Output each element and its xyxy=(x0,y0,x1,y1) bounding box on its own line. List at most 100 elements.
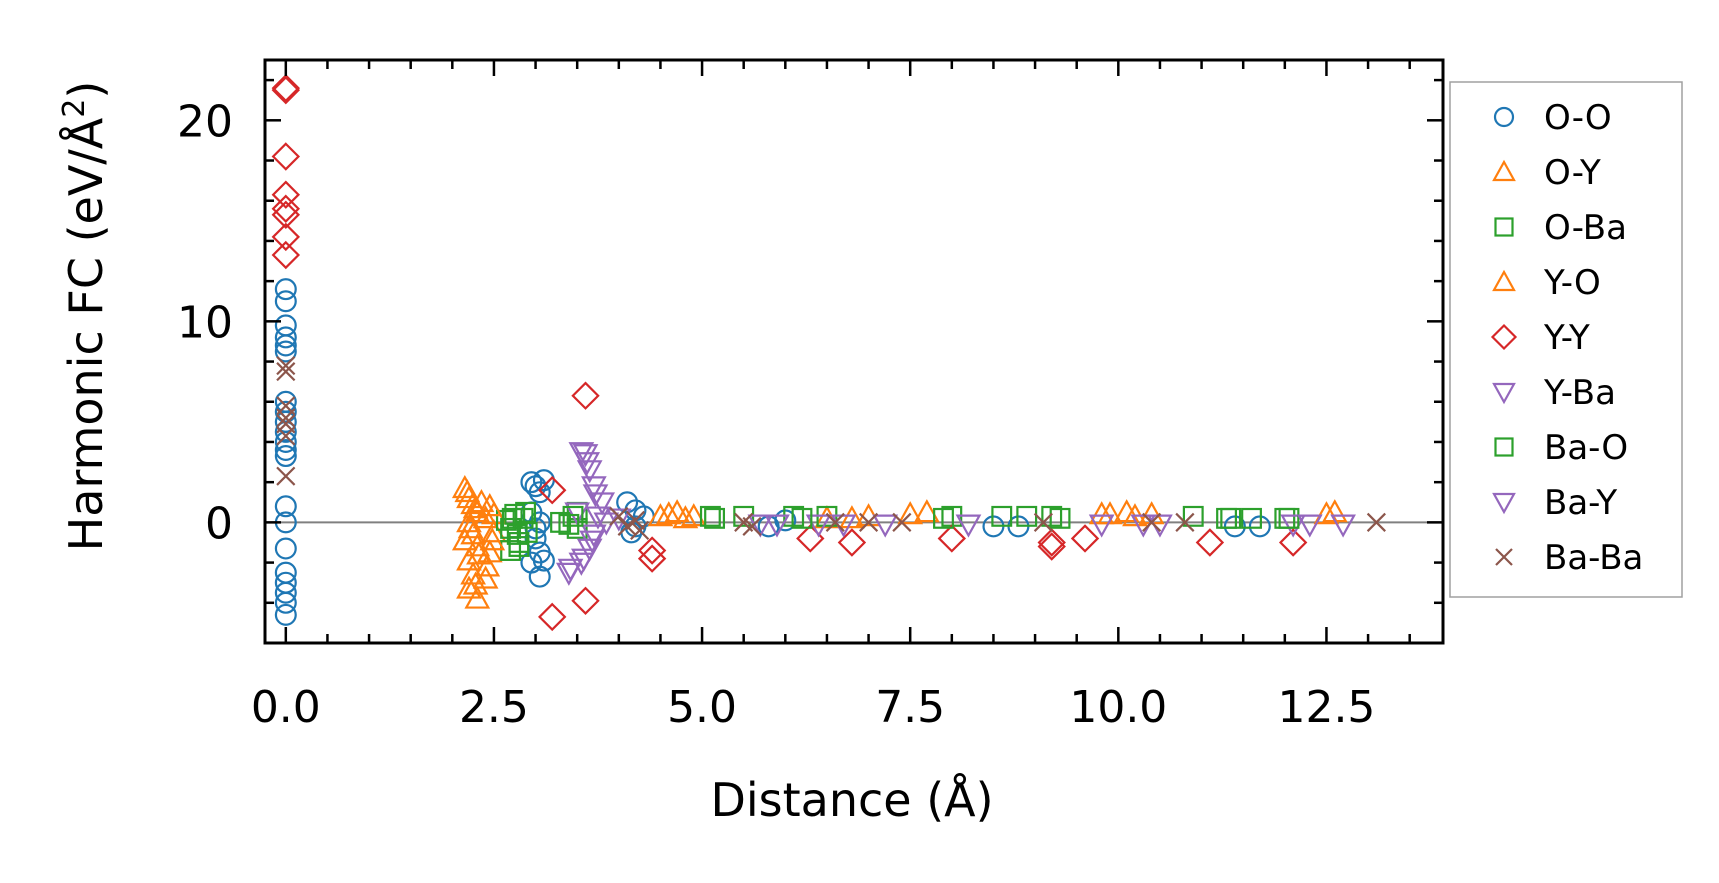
data-point xyxy=(462,571,489,595)
data-point xyxy=(580,524,607,548)
legend-item: Ba-Ba xyxy=(1495,538,1643,578)
data-point xyxy=(274,445,297,468)
data-point xyxy=(1278,528,1308,557)
legend-marker xyxy=(1493,106,1515,128)
data-point xyxy=(274,439,297,462)
data-point xyxy=(933,507,954,529)
y-axis-label: Harmonic FC (eV/Å2) xyxy=(57,81,113,552)
data-point xyxy=(466,541,492,565)
data-point xyxy=(1330,514,1356,538)
data-point xyxy=(532,549,555,572)
x-tick-label: 0.0 xyxy=(251,682,321,733)
data-point xyxy=(609,506,629,526)
legend-item: Ba-Y xyxy=(1492,483,1617,523)
legend-item: Y-Ba xyxy=(1492,373,1616,413)
data-point xyxy=(576,460,603,484)
data-point xyxy=(274,290,297,313)
data-point xyxy=(515,501,537,523)
data-point xyxy=(271,75,301,105)
data-point xyxy=(672,505,699,529)
data-point xyxy=(274,340,297,363)
data-point xyxy=(637,544,667,573)
data-point xyxy=(839,505,865,529)
data-point xyxy=(274,314,297,337)
data-point xyxy=(955,514,982,538)
series-Y-Ba xyxy=(555,444,1356,586)
data-point xyxy=(1070,524,1100,553)
legend-label: Ba-Y xyxy=(1544,483,1617,523)
series-Y-Y xyxy=(271,73,1308,632)
y-axis-label-close: ) xyxy=(59,81,113,99)
x-axis-label: Distance (Å) xyxy=(710,773,993,827)
data-point xyxy=(271,194,301,223)
data-point xyxy=(937,524,967,553)
y-axis-label-main: Harmonic FC (eV/Å xyxy=(59,117,113,551)
data-point xyxy=(637,536,667,565)
data-point xyxy=(571,586,600,615)
data-point xyxy=(570,548,597,572)
data-point xyxy=(1049,507,1071,529)
data-point xyxy=(271,73,301,103)
data-point xyxy=(892,512,912,532)
data-point xyxy=(512,507,534,529)
data-point xyxy=(457,515,484,539)
y-axis-label-superscript: 2 xyxy=(57,99,92,118)
legend-marker xyxy=(1492,269,1516,292)
data-point xyxy=(271,240,301,270)
data-point xyxy=(913,499,940,523)
data-point xyxy=(837,528,867,557)
data-point xyxy=(274,326,297,349)
data-point xyxy=(1313,501,1340,525)
data-point xyxy=(274,420,297,443)
data-point xyxy=(805,514,832,538)
data-point xyxy=(764,514,790,538)
data-point xyxy=(557,558,584,582)
data-point xyxy=(1142,512,1162,532)
data-point xyxy=(742,516,762,536)
y-tick-label: 10 xyxy=(177,297,233,348)
data-point xyxy=(582,484,609,508)
legend-label: O-Y xyxy=(1544,153,1601,193)
x-tick-label: 5.0 xyxy=(667,682,737,733)
data-point xyxy=(479,527,506,551)
data-point xyxy=(1088,514,1115,538)
data-point xyxy=(271,222,301,252)
legend-marker xyxy=(1490,323,1518,351)
axis-ticks xyxy=(265,60,1443,643)
data-point xyxy=(1182,505,1204,527)
data-point xyxy=(276,355,296,376)
legend-label: Y-Y xyxy=(1543,318,1590,358)
data-point xyxy=(276,426,296,446)
legend: O-O O-Y O-Ba Y-O Y-Y Y-Ba Ba-O Ba-Y Ba-Ba xyxy=(1449,81,1683,598)
data-point xyxy=(617,516,637,536)
series-Ba-O xyxy=(501,501,1300,557)
data-point xyxy=(271,180,301,209)
legend-label: Ba-O xyxy=(1544,428,1628,468)
legend-item: O-Y xyxy=(1492,153,1601,193)
data-point xyxy=(1216,507,1237,529)
data-point xyxy=(1366,512,1386,532)
y-tick-label: 20 xyxy=(177,96,233,147)
legend-item: Y-O xyxy=(1492,263,1601,303)
plot-frame xyxy=(263,58,1445,645)
legend-item: O-O xyxy=(1493,98,1612,138)
data-point xyxy=(647,503,674,527)
data-point xyxy=(274,537,297,560)
data-point xyxy=(464,585,491,609)
data-point xyxy=(454,478,481,503)
data-point xyxy=(1278,507,1300,529)
data-point xyxy=(897,501,924,525)
data-point xyxy=(699,505,721,527)
data-point xyxy=(474,553,501,577)
legend-item: Y-Y xyxy=(1490,318,1590,358)
legend-marker xyxy=(1492,159,1516,182)
legend-marker xyxy=(1494,437,1514,457)
data-point xyxy=(1175,512,1195,532)
data-point xyxy=(274,334,297,357)
data-point xyxy=(274,603,297,626)
x-tick-label: 10.0 xyxy=(1069,682,1167,733)
data-point xyxy=(825,512,845,532)
data-point xyxy=(476,493,503,517)
data-point xyxy=(571,381,600,410)
